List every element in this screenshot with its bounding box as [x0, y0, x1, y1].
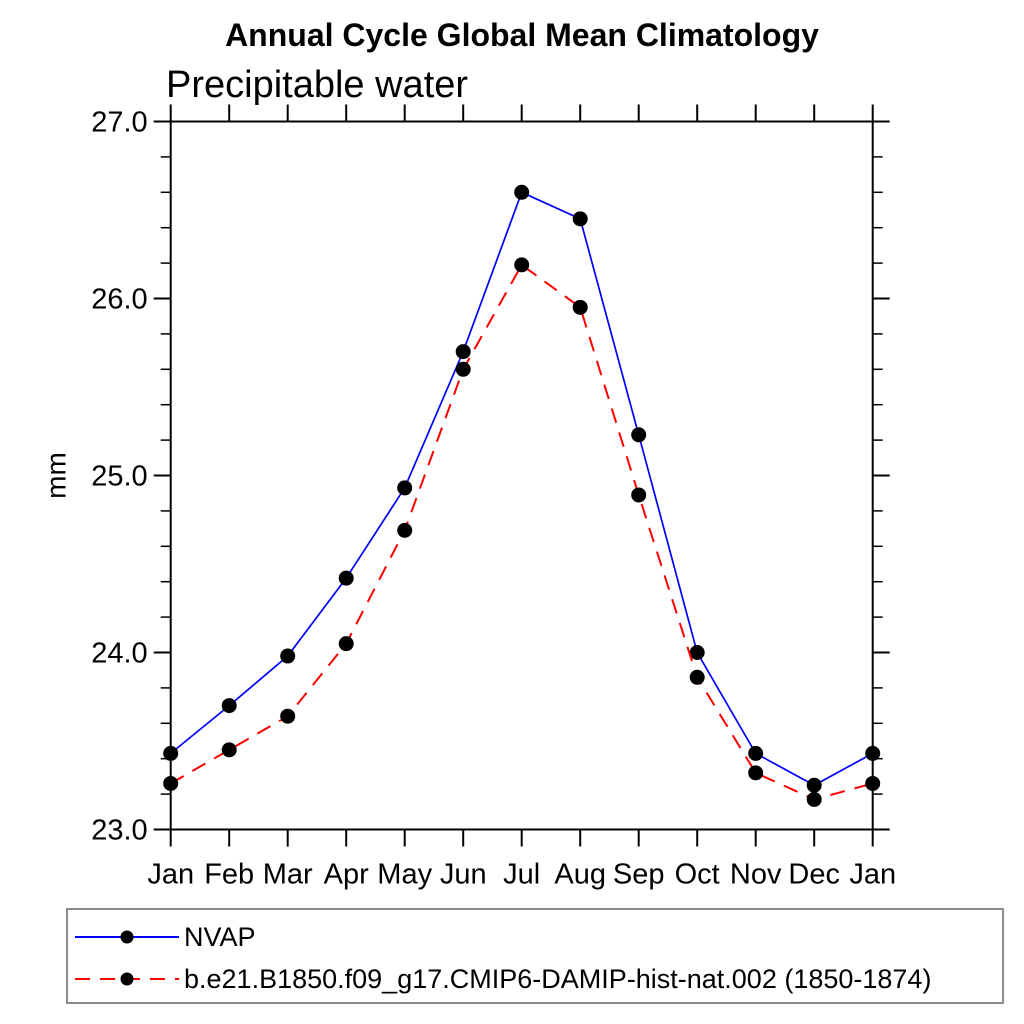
legend-label-model: b.e21.B1850.f09_g17.CMIP6-DAMIP-hist-nat… [184, 963, 932, 994]
plot-frame [169, 120, 874, 831]
series-marker-1 [806, 791, 822, 807]
series-marker-1 [455, 361, 471, 377]
series-marker-1 [572, 299, 588, 315]
legend-swatch-nvap [75, 930, 179, 944]
y-tick-label: 25.0 [91, 461, 147, 493]
x-tick-label: Jun [440, 859, 487, 891]
series-marker-1 [631, 487, 647, 503]
series-marker-0 [221, 698, 237, 714]
x-tick-label: Feb [204, 859, 254, 891]
x-tick-label: May [377, 859, 432, 891]
x-tick-label: Dec [788, 859, 840, 891]
series-marker-0 [514, 184, 530, 200]
series-marker-0 [338, 570, 354, 586]
series-marker-1 [689, 669, 705, 685]
y-tick-label: 24.0 [91, 638, 147, 670]
x-tick-label: Jan [147, 859, 194, 891]
x-tick-label: Oct [675, 859, 720, 891]
series-marker-1 [280, 708, 296, 724]
chart-subtitle: Precipitable water [166, 64, 469, 106]
x-tick-label: Mar [263, 859, 313, 891]
x-tick-label: Aug [554, 859, 606, 891]
legend-box: NVAP b.e21.B1850.f09_g17.CMIP6-DAMIP-his… [66, 908, 1004, 1004]
y-tick-label: 23.0 [91, 815, 147, 847]
series-marker-1 [163, 775, 179, 791]
series-line-0 [170, 191, 874, 787]
x-tick-label: Jan [849, 859, 896, 891]
legend-swatch-model [75, 972, 179, 986]
chart-title: Annual Cycle Global Mean Climatology [225, 17, 819, 53]
series-marker-0 [455, 344, 471, 360]
x-tick-label: Jul [503, 859, 540, 891]
series-marker-1 [514, 257, 530, 273]
y-tick-label: 26.0 [91, 284, 147, 316]
series-marker-0 [689, 645, 705, 660]
x-tick-label: Nov [730, 859, 782, 891]
x-tick-label: Apr [324, 859, 369, 891]
series-marker-1 [397, 522, 413, 538]
x-tick-label: Sep [613, 859, 665, 891]
series-marker-1 [748, 765, 764, 781]
legend-marker-icon [120, 972, 134, 986]
series-marker-0 [631, 427, 647, 443]
series-marker-1 [338, 636, 354, 652]
series-marker-0 [280, 648, 296, 664]
y-tick-label: 27.0 [91, 107, 147, 139]
series-marker-1 [221, 742, 237, 758]
series-marker-0 [572, 211, 588, 227]
series-marker-0 [748, 745, 764, 761]
legend-label-nvap: NVAP [184, 921, 256, 952]
legend-marker-icon [120, 930, 134, 944]
legend-item-model: b.e21.B1850.f09_g17.CMIP6-DAMIP-hist-nat… [68, 958, 1002, 1000]
y-axis-label: mm [40, 452, 71, 499]
series-marker-0 [865, 745, 881, 761]
series-marker-0 [163, 745, 179, 761]
series-marker-0 [806, 777, 822, 793]
legend-item-nvap: NVAP [68, 916, 1002, 958]
series-line-1 [170, 263, 873, 801]
series-marker-0 [397, 480, 413, 496]
series-marker-1 [865, 775, 881, 791]
